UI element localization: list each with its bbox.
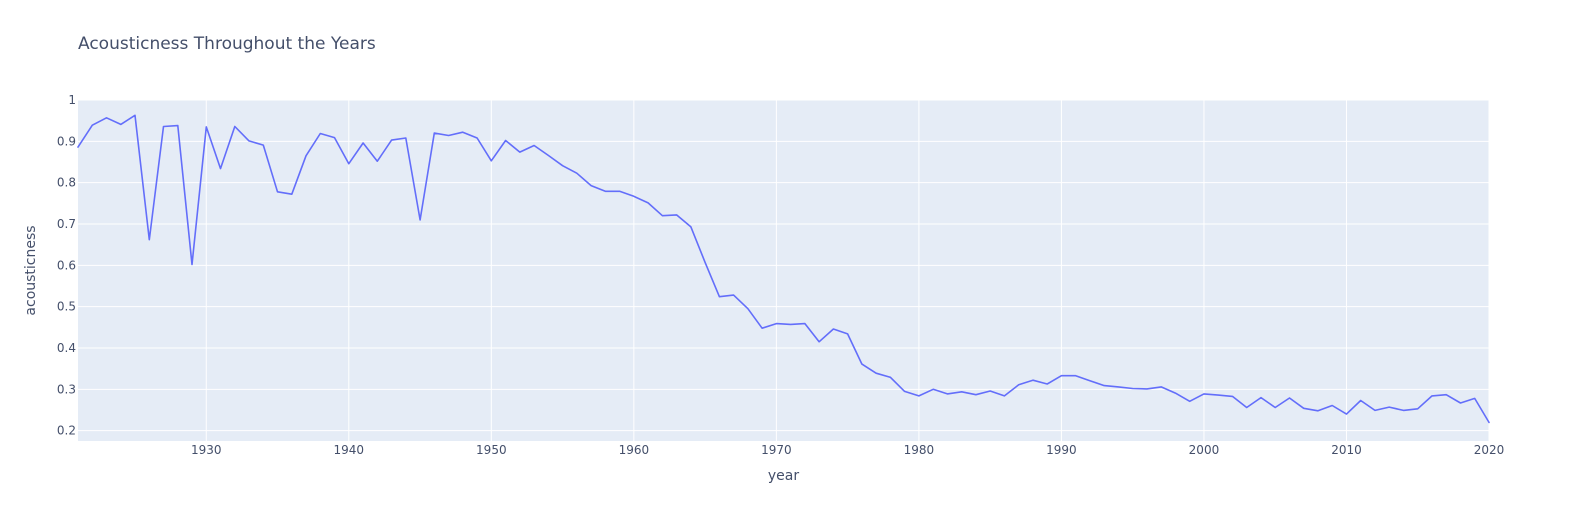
y-tick-label: 0.9 [57, 134, 76, 148]
series-layer [77, 114, 1490, 424]
x-tick-label: 1950 [476, 443, 507, 457]
y-tick-label: 0.2 [57, 424, 76, 438]
y-tick-label: 0.8 [57, 176, 76, 190]
y-tick-label: 0.7 [57, 217, 76, 231]
x-gridlines [205, 100, 1490, 441]
y-axis-ticks: 0.2 0.3 0.4 0.5 0.6 0.7 0.8 0.9 1 [57, 93, 76, 438]
x-tick-label: 2010 [1331, 443, 1362, 457]
y-tick-label: 1 [68, 93, 76, 107]
x-tick-label: 1960 [619, 443, 650, 457]
x-tick-label: 2000 [1189, 443, 1220, 457]
y-tick-label: 0.4 [57, 341, 76, 355]
x-tick-label: 1980 [904, 443, 935, 457]
x-tick-label: 2020 [1474, 443, 1505, 457]
chart-title: Acousticness Throughout the Years [78, 34, 376, 54]
y-gridlines [78, 99, 1489, 432]
x-tick-label: 1970 [761, 443, 792, 457]
x-tick-label: 1930 [191, 443, 222, 457]
acousticness-line [77, 114, 1490, 424]
x-tick-label: 1940 [334, 443, 365, 457]
x-tick-label: 1990 [1046, 443, 1077, 457]
y-tick-label: 0.3 [57, 382, 76, 396]
plot-area [78, 100, 1489, 441]
y-tick-label: 0.5 [57, 300, 76, 314]
x-axis-ticks: 1930 1940 1950 1960 1970 1980 1990 2000 2010 2020 [191, 443, 1504, 457]
x-axis-label: year [768, 468, 799, 484]
y-tick-label: 0.6 [57, 258, 76, 272]
y-axis-label: acousticness [23, 225, 39, 315]
